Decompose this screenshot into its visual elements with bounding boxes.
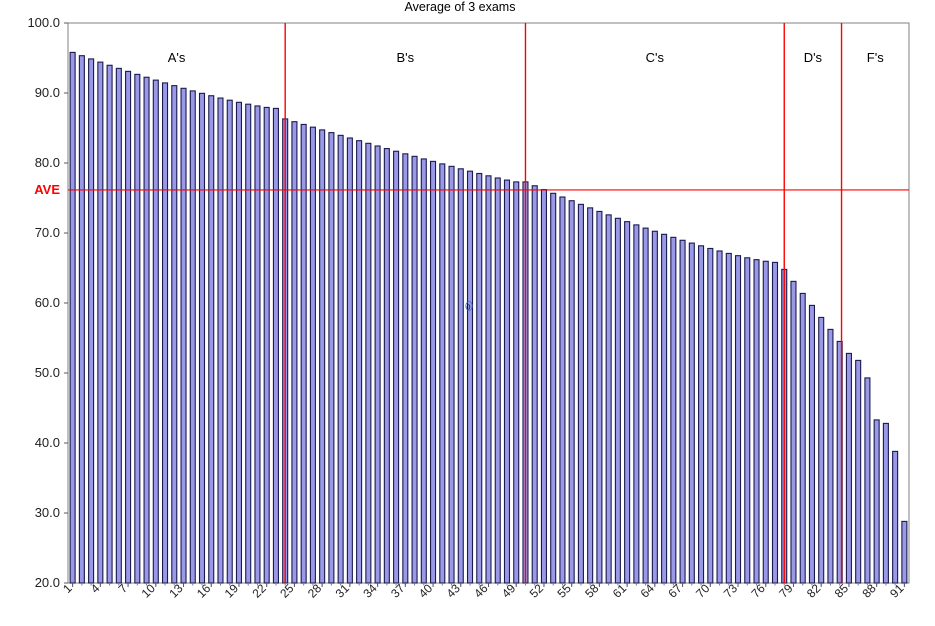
svg-text:70.0: 70.0 xyxy=(35,225,60,240)
svg-text:100.0: 100.0 xyxy=(27,15,60,30)
svg-text:AVE: AVE xyxy=(34,182,60,197)
svg-text:40.0: 40.0 xyxy=(35,435,60,450)
svg-text:30.0: 30.0 xyxy=(35,505,60,520)
svg-text:60.0: 60.0 xyxy=(35,295,60,310)
svg-text:B's: B's xyxy=(396,50,414,65)
svg-text:A's: A's xyxy=(168,50,186,65)
svg-text:50.0: 50.0 xyxy=(35,365,60,380)
svg-text:0: 0 xyxy=(467,305,471,312)
svg-text:90.0: 90.0 xyxy=(35,85,60,100)
svg-text:Average of 3 exams: Average of 3 exams xyxy=(405,0,516,14)
svg-text:80.0: 80.0 xyxy=(35,155,60,170)
svg-text:D's: D's xyxy=(804,50,823,65)
svg-text:20.0: 20.0 xyxy=(35,575,60,590)
svg-text:F's: F's xyxy=(867,50,884,65)
svg-text:C's: C's xyxy=(646,50,665,65)
